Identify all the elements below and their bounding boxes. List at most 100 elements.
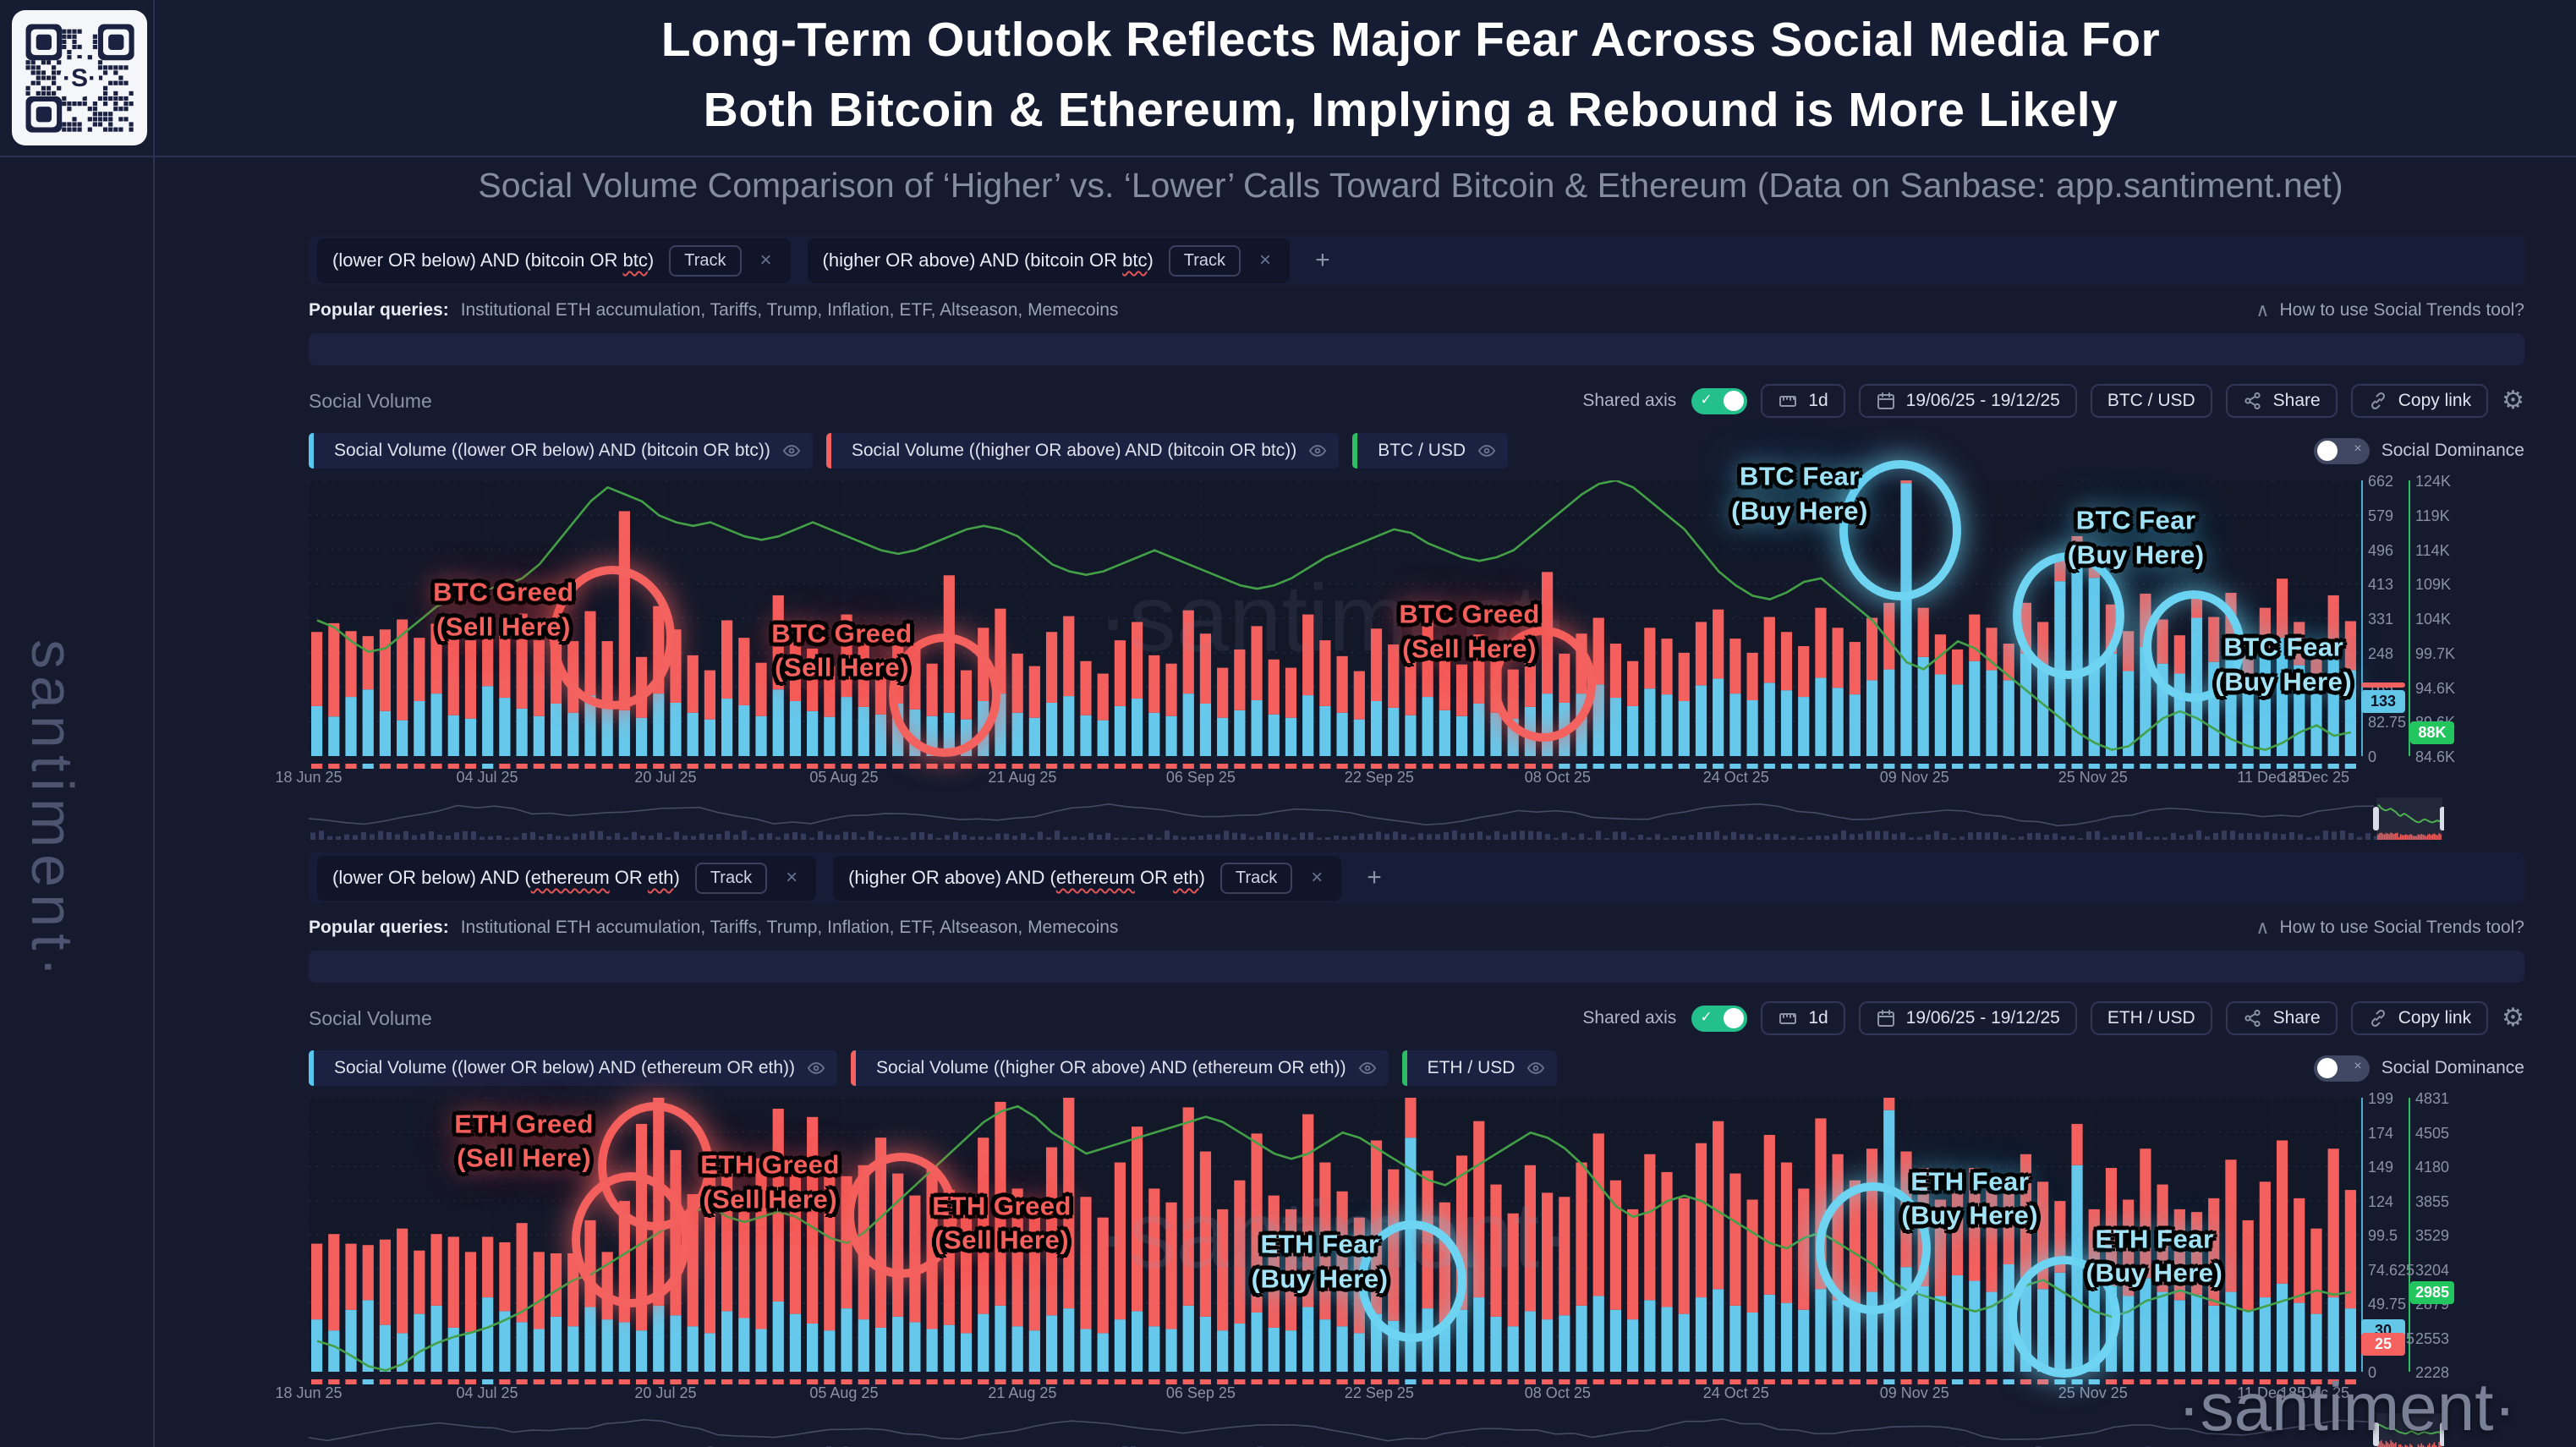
social-dominance-toggle[interactable]: × [2313,437,2370,464]
price-axis-tick: 84.6K [2415,748,2456,765]
popular-queries: Popular queries: Institutional ETH accumu… [309,918,1118,938]
share-button[interactable]: Share [2225,384,2338,418]
chart-toolbar: Shared axis ✓ 1d 19/06/25 - 19/12/25 BTC / U… [1582,384,2524,418]
social-dominance-label: Social Dominance [2381,441,2524,460]
query-text: (lower OR below) AND (ethereum OR eth) [332,867,680,888]
social-axis-tick: 99.5 [2368,1227,2398,1244]
minimap-canvas[interactable] [308,796,2446,841]
shared-axis-toggle[interactable]: ✓ [1691,1005,1748,1032]
chart-canvas[interactable] [309,1098,2360,1372]
legend-item[interactable]: Social Volume ((lower OR below) AND (eth… [309,1050,838,1086]
remove-query-icon[interactable]: × [1311,866,1324,889]
price-axis-tick: 4831 [2415,1090,2450,1107]
social-axis-tick: 174 [2368,1124,2394,1142]
remove-query-icon[interactable]: × [1259,249,1272,271]
add-query-button[interactable]: + [1310,245,1335,276]
toggle-knob [1724,1008,1745,1028]
timeline-minimap[interactable] [308,796,2446,841]
page-subtitle: Social Volume Comparison of ‘Higher’ vs.… [478,166,2343,205]
social-dominance-toggle[interactable]: × [2313,1055,2370,1082]
popular-queries-items[interactable]: Institutional ETH accumulation, Tariffs,… [460,300,1119,320]
x-axis-tick: 08 Oct 25 [1524,769,1591,786]
query-text: (higher OR above) AND (bitcoin OR btc) [822,249,1154,271]
date-range-button[interactable]: 19/06/25 - 19/12/25 [1858,1001,2077,1035]
price-axis-tick: 119K [2415,507,2450,524]
share-icon [2244,1009,2261,1028]
price-axis-tick: 104K [2415,611,2452,628]
search-query-chip[interactable]: (higher OR above) AND (ethereum OR eth) T… [833,855,1342,901]
track-button[interactable]: Track [1219,862,1293,894]
price-axis-tick: 2553 [2415,1329,2450,1347]
sidebar-divider [153,0,155,1447]
legend-item[interactable]: Social Volume ((lower OR below) AND (bit… [309,433,813,469]
search-query-chip[interactable]: (higher OR above) AND (bitcoin OR btc) Tr… [807,238,1291,283]
plot-area[interactable]: ·santiment· ETH Greed (Sell Here) ETH Greed… [309,1090,2455,1381]
plot-area[interactable]: ·santiment· BTC Greed (Sell Here) BTC Greed… [309,459,2455,765]
eye-icon [1477,445,1496,457]
minimap-handle-right[interactable] [2440,807,2446,830]
baseline-strip-canvas [311,1379,2356,1384]
x-axis-tick: 04 Jul 25 [456,1384,518,1401]
social-axis-tick: 199 [2368,1090,2394,1107]
legend-row: Social Volume ((lower OR below) AND (bit… [309,433,2524,469]
share-icon [2244,392,2261,410]
chart-title: Social Volume [309,1006,432,1029]
copy-link-button[interactable]: Copy link [2350,384,2489,418]
price-axis-line [2409,1098,2410,1372]
popular-queries: Popular queries: Institutional ETH accumu… [309,300,1118,321]
track-button[interactable]: Track [669,244,742,277]
legend-item[interactable]: ETH / USD [1401,1050,1558,1086]
chart-canvas[interactable] [309,480,2360,756]
legend-item[interactable]: Social Volume ((higher OR above) AND (et… [851,1050,1389,1086]
brand-watermark-vertical: santiment· [19,639,85,984]
eth-panel: (lower OR below) AND (ethereum OR eth) Tr… [275,852,2524,1447]
search-input[interactable] [309,333,2524,365]
timeline-minimap[interactable] [308,1411,2446,1447]
help-link[interactable]: ∧ How to use Social Trends tool? [2255,299,2524,321]
social-axis-tick: 662 [2368,473,2394,490]
remove-query-icon[interactable]: × [759,249,772,271]
search-query-chip[interactable]: (lower OR below) AND (ethereum OR eth) Tr… [317,855,817,901]
add-query-button[interactable]: + [1362,863,1387,893]
baseline-strip [309,1374,2360,1384]
search-query-chip[interactable]: (lower OR below) AND (bitcoin OR btc) Tra… [317,238,791,283]
minimap-handle-left[interactable] [2373,807,2379,830]
legend-label: Social Volume ((lower OR below) AND (bit… [334,441,770,460]
x-axis-tick: 18 Dec 25 [2279,1384,2350,1401]
shared-axis-toggle[interactable]: ✓ [1691,387,1748,414]
shared-axis-label: Shared axis [1582,1008,1677,1028]
x-axis-tick: 18 Dec 25 [2279,769,2350,786]
x-axis-tick: 18 Jun 25 [275,769,343,786]
copy-link-button[interactable]: Copy link [2350,1001,2489,1035]
track-button[interactable]: Track [1168,244,1241,277]
search-input[interactable] [309,951,2524,983]
current-price-badge: 88K [2410,721,2454,744]
legend-label: ETH / USD [1427,1058,1515,1077]
share-button[interactable]: Share [2225,1001,2338,1035]
x-axis-tick: 22 Sep 25 [1344,769,1414,786]
x-axis-tick: 09 Nov 25 [1879,769,1949,786]
minimap-handle-left[interactable] [2373,1422,2379,1446]
pair-button[interactable]: BTC / USD [2090,384,2212,418]
popular-queries-row: Popular queries: Institutional ETH accumu… [309,917,2524,939]
help-link[interactable]: ∧ How to use Social Trends tool? [2255,917,2524,939]
x-axis-tick: 21 Aug 25 [988,1384,1057,1401]
legend-item[interactable]: Social Volume ((higher OR above) AND (bi… [825,433,1340,469]
x-axis-tick: 06 Sep 25 [1165,1384,1236,1401]
social-axis-tick: 579 [2368,507,2394,524]
sidebar: santiment· [0,157,153,1447]
chart-header: Social Volume Shared axis ✓ 1d 19/06/25 - 19… [309,1000,2524,1037]
remove-query-icon[interactable]: × [786,866,798,889]
legend-row: Social Volume ((lower OR below) AND (eth… [309,1050,2524,1086]
interval-button[interactable]: 1d [1761,384,1845,418]
popular-queries-items[interactable]: Institutional ETH accumulation, Tariffs,… [460,918,1119,937]
settings-gear-icon[interactable]: ⚙ [2502,386,2524,414]
minimap-canvas[interactable] [308,1411,2446,1447]
settings-gear-icon[interactable]: ⚙ [2502,1004,2524,1032]
interval-button[interactable]: 1d [1761,1001,1845,1035]
track-button[interactable]: Track [694,862,768,894]
date-range-button[interactable]: 19/06/25 - 19/12/25 [1858,384,2077,418]
legend-item[interactable]: BTC / USD [1352,433,1509,469]
pair-button[interactable]: ETH / USD [2090,1001,2212,1035]
query-row: (lower OR below) AND (ethereum OR eth) Tr… [309,852,2524,903]
